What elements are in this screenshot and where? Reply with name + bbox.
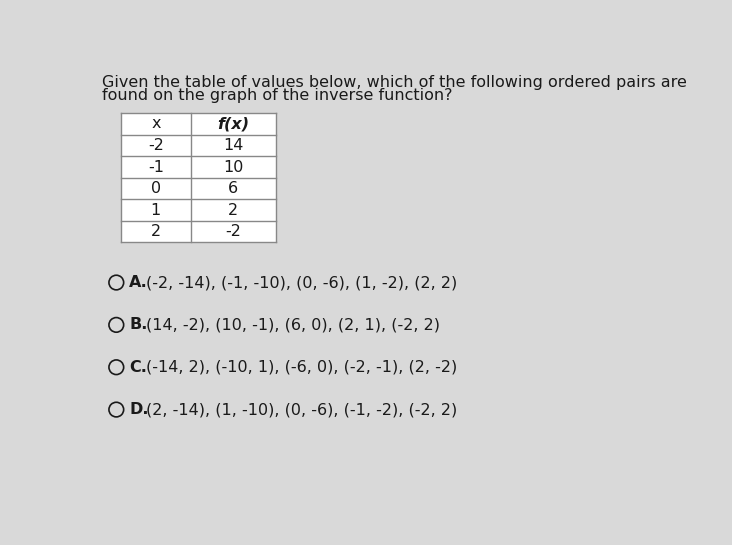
Text: (2, -14), (1, -10), (0, -6), (-1, -2), (-2, 2): (2, -14), (1, -10), (0, -6), (-1, -2), (… [146,402,458,417]
Text: 1: 1 [151,203,161,217]
Text: -2: -2 [225,224,242,239]
Text: B.: B. [129,317,147,332]
Text: x: x [151,117,160,131]
Text: (14, -2), (10, -1), (6, 0), (2, 1), (-2, 2): (14, -2), (10, -1), (6, 0), (2, 1), (-2,… [146,317,440,332]
Text: C.: C. [129,360,147,375]
Text: 10: 10 [223,160,244,174]
Text: 2: 2 [151,224,161,239]
FancyBboxPatch shape [121,113,276,243]
Text: -2: -2 [148,138,164,153]
Text: 0: 0 [151,181,161,196]
Text: f(x): f(x) [217,117,250,131]
Text: (-14, 2), (-10, 1), (-6, 0), (-2, -1), (2, -2): (-14, 2), (-10, 1), (-6, 0), (-2, -1), (… [146,360,458,375]
Text: 14: 14 [223,138,244,153]
Text: D.: D. [129,402,149,417]
Text: -1: -1 [148,160,164,174]
Text: 6: 6 [228,181,239,196]
Text: 2: 2 [228,203,239,217]
Text: A.: A. [129,275,148,290]
Text: Given the table of values below, which of the following ordered pairs are: Given the table of values below, which o… [102,75,687,89]
Text: (-2, -14), (-1, -10), (0, -6), (1, -2), (2, 2): (-2, -14), (-1, -10), (0, -6), (1, -2), … [146,275,458,290]
Text: found on the graph of the inverse function?: found on the graph of the inverse functi… [102,88,453,104]
